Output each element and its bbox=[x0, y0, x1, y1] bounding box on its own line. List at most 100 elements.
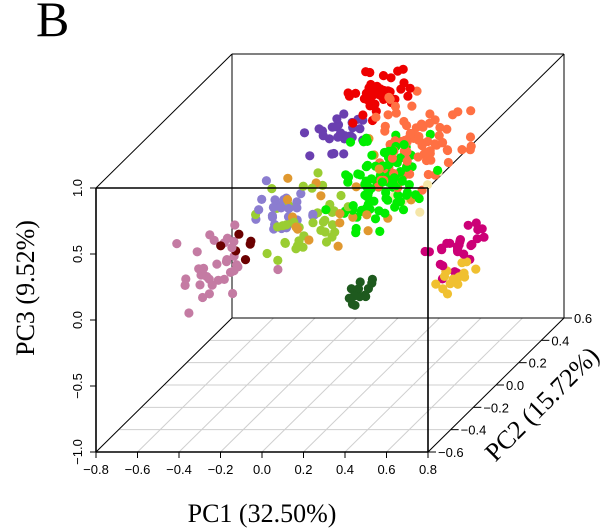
data-point bbox=[327, 220, 338, 230]
x-tick-label: 0.4 bbox=[336, 462, 354, 477]
z-axis-title: PC3 (9.52%) bbox=[11, 220, 40, 356]
data-point bbox=[423, 136, 433, 147]
y-tick-label: 0.4 bbox=[551, 333, 569, 348]
data-point bbox=[343, 177, 353, 187]
data-point bbox=[254, 205, 264, 215]
data-point bbox=[413, 152, 423, 162]
y-tick-label: −0.6 bbox=[438, 445, 464, 460]
data-point bbox=[442, 289, 453, 299]
data-point bbox=[267, 211, 277, 221]
z-tick-label: 1.0 bbox=[70, 179, 85, 197]
data-point bbox=[330, 122, 340, 132]
z-tick-label: 0.0 bbox=[70, 311, 85, 329]
data-point bbox=[198, 292, 208, 303]
data-point bbox=[229, 266, 239, 276]
data-point bbox=[443, 145, 453, 156]
data-point bbox=[313, 168, 323, 178]
data-point bbox=[284, 203, 294, 214]
data-point bbox=[330, 227, 340, 237]
data-point bbox=[348, 118, 358, 128]
data-point bbox=[355, 124, 365, 134]
data-point bbox=[207, 280, 217, 290]
box-edge bbox=[95, 53, 233, 189]
data-point bbox=[390, 202, 400, 212]
data-point bbox=[365, 67, 375, 78]
x-tick-label: −0.4 bbox=[166, 462, 192, 477]
data-point bbox=[368, 99, 378, 109]
data-point bbox=[212, 259, 222, 269]
data-point bbox=[276, 202, 286, 212]
bounding-box-back bbox=[95, 53, 565, 453]
data-point bbox=[230, 220, 240, 230]
data-point bbox=[412, 86, 422, 96]
data-point bbox=[404, 180, 414, 190]
x-tick-label: −0.8 bbox=[83, 462, 109, 477]
data-point bbox=[421, 148, 431, 158]
x-axis-title: PC1 (32.50%) bbox=[188, 499, 337, 528]
data-point bbox=[442, 124, 452, 134]
data-point bbox=[336, 128, 346, 138]
data-point bbox=[292, 203, 302, 213]
data-point bbox=[304, 235, 314, 245]
data-point bbox=[438, 137, 448, 148]
data-point bbox=[371, 112, 381, 122]
data-point bbox=[439, 271, 450, 281]
data-point bbox=[262, 248, 272, 259]
data-point bbox=[402, 146, 412, 157]
data-point bbox=[234, 229, 244, 239]
data-point bbox=[346, 284, 356, 294]
data-point bbox=[273, 255, 283, 265]
data-point bbox=[381, 187, 391, 198]
data-point bbox=[280, 238, 290, 248]
y-tick-label: 0.2 bbox=[529, 356, 547, 371]
data-point bbox=[431, 279, 441, 289]
data-point bbox=[308, 209, 318, 219]
data-point bbox=[425, 109, 435, 119]
data-point bbox=[367, 150, 377, 160]
data-point bbox=[383, 110, 393, 120]
data-point bbox=[283, 173, 293, 183]
data-point bbox=[227, 243, 237, 253]
data-point bbox=[448, 274, 458, 284]
data-point bbox=[425, 129, 435, 139]
data-point bbox=[298, 181, 308, 191]
data-point bbox=[435, 122, 445, 133]
z-tick-label: −1.0 bbox=[70, 439, 85, 465]
data-point bbox=[361, 88, 371, 98]
data-point bbox=[438, 261, 448, 271]
data-point bbox=[430, 139, 440, 149]
data-point bbox=[362, 210, 372, 220]
data-point bbox=[339, 149, 349, 159]
data-point bbox=[350, 300, 360, 310]
data-point bbox=[426, 155, 436, 165]
data-point bbox=[321, 205, 331, 215]
data-point bbox=[192, 247, 202, 257]
panel-label: B bbox=[36, 0, 69, 47]
data-point bbox=[257, 194, 267, 204]
data-point bbox=[403, 91, 413, 101]
data-point bbox=[423, 180, 433, 190]
data-point bbox=[222, 233, 233, 243]
data-point bbox=[391, 108, 401, 118]
data-point bbox=[396, 84, 406, 94]
data-point bbox=[268, 202, 278, 212]
data-point bbox=[383, 195, 393, 205]
data-point bbox=[405, 83, 415, 93]
data-point bbox=[386, 73, 396, 83]
data-point bbox=[228, 288, 238, 299]
x-tick-label: 0.2 bbox=[294, 462, 312, 477]
data-point bbox=[374, 164, 384, 174]
data-point bbox=[318, 217, 328, 227]
data-point bbox=[345, 137, 356, 147]
data-point bbox=[479, 232, 489, 242]
data-point bbox=[415, 207, 425, 217]
floor-grid bbox=[95, 317, 565, 453]
data-point bbox=[455, 237, 465, 247]
box-edge bbox=[95, 317, 233, 453]
data-point bbox=[402, 156, 412, 166]
data-point bbox=[397, 176, 407, 186]
data-point bbox=[320, 227, 330, 237]
data-point bbox=[341, 170, 351, 180]
data-point bbox=[407, 101, 417, 111]
